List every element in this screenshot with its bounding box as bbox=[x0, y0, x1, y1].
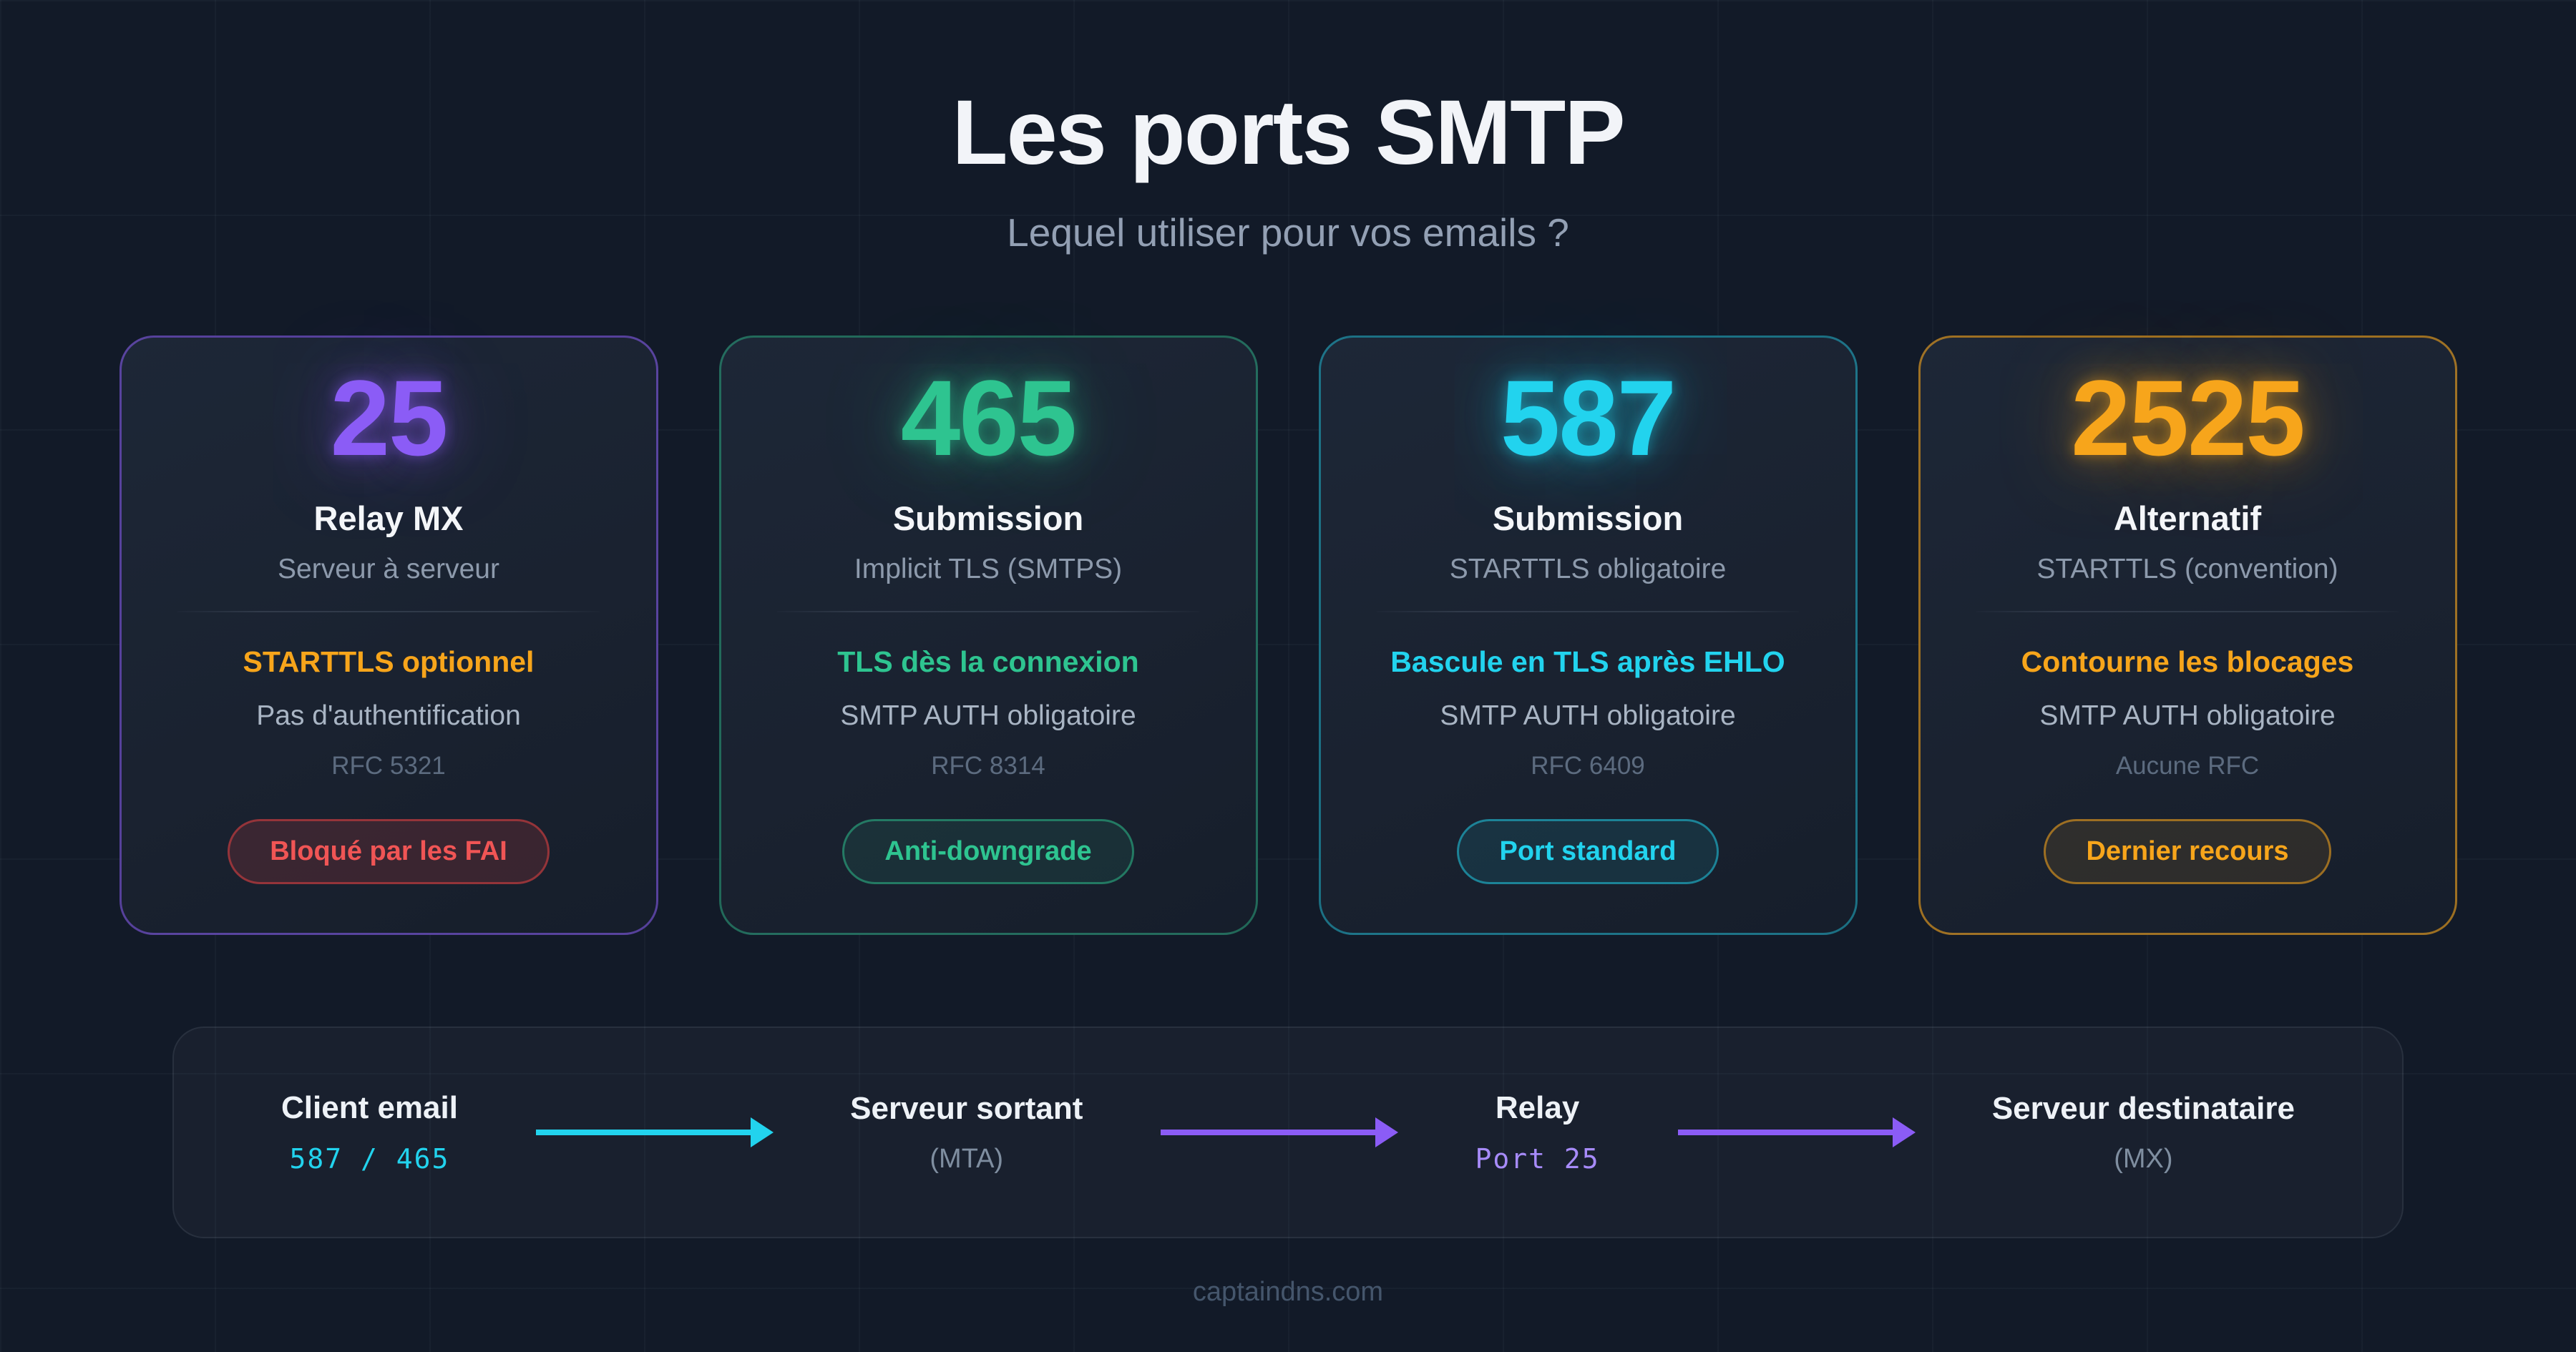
status-badge: Anti-downgrade bbox=[842, 818, 1134, 884]
card-divider bbox=[1377, 610, 1799, 612]
port-description: Serveur à serveur bbox=[278, 553, 499, 584]
feature-auth: SMTP AUTH obligatoire bbox=[2039, 700, 2336, 731]
feature-rfc: RFC 8314 bbox=[931, 751, 1045, 780]
flow-node-outgoing-server: Serveur sortant (MTA) bbox=[850, 1091, 1083, 1175]
port-cards-row: 25 Relay MX Serveur à serveur STARTTLS o… bbox=[0, 335, 2576, 936]
feature-auth: SMTP AUTH obligatoire bbox=[1440, 700, 1736, 731]
status-badge: Port standard bbox=[1457, 818, 1719, 884]
feature-rfc: RFC 6409 bbox=[1531, 751, 1645, 780]
flow-node-role: (MTA) bbox=[930, 1143, 1004, 1174]
port-card-465: 465 Submission Implicit TLS (SMTPS) TLS … bbox=[718, 335, 1258, 936]
flow-node-ports: Port 25 bbox=[1475, 1143, 1600, 1175]
port-name: Submission bbox=[1492, 499, 1684, 537]
port-card-2525: 2525 Alternatif STARTTLS (convention) Co… bbox=[1918, 335, 2457, 936]
footer-site-url: captaindns.com bbox=[1192, 1277, 1384, 1308]
port-name: Alternatif bbox=[2113, 499, 2262, 537]
arrow-right-icon bbox=[1161, 1130, 1376, 1136]
port-name: Submission bbox=[892, 499, 1084, 537]
port-description: STARTTLS (convention) bbox=[2036, 553, 2338, 584]
flow-node-relay: Relay Port 25 bbox=[1475, 1090, 1600, 1175]
mail-flow-strip: Client email 587 / 465 Serveur sortant (… bbox=[172, 1027, 2404, 1239]
flow-node-destination-server: Serveur destinataire (MX) bbox=[1992, 1091, 2295, 1175]
port-description: Implicit TLS (SMTPS) bbox=[854, 553, 1123, 584]
port-number: 2525 bbox=[2071, 358, 2306, 479]
flow-node-client: Client email 587 / 465 bbox=[281, 1090, 458, 1175]
flow-node-label: Relay bbox=[1495, 1090, 1580, 1126]
port-card-587: 587 Submission STARTTLS obligatoire Basc… bbox=[1318, 335, 1858, 936]
flow-node-role: (MX) bbox=[2114, 1143, 2173, 1174]
feature-rfc: Aucune RFC bbox=[2115, 751, 2260, 780]
page-subtitle: Lequel utiliser pour vos emails ? bbox=[1007, 210, 1569, 255]
card-divider bbox=[1976, 610, 2399, 612]
port-description: STARTTLS obligatoire bbox=[1449, 553, 1727, 584]
port-number: 587 bbox=[1500, 358, 1677, 479]
feature-rfc: RFC 5321 bbox=[331, 751, 446, 780]
flow-node-ports: 587 / 465 bbox=[289, 1143, 450, 1175]
card-divider bbox=[777, 610, 1199, 612]
arrow-right-icon bbox=[536, 1130, 751, 1136]
flow-node-label: Serveur destinataire bbox=[1991, 1090, 2295, 1126]
status-badge: Bloqué par les FAI bbox=[228, 818, 550, 884]
flow-node-label: Serveur sortant bbox=[850, 1090, 1083, 1126]
feature-highlight: STARTTLS optionnel bbox=[243, 645, 535, 678]
flow-node-label: Client email bbox=[281, 1090, 458, 1126]
card-divider bbox=[177, 610, 600, 612]
feature-auth: SMTP AUTH obligatoire bbox=[840, 700, 1136, 731]
page-title: Les ports SMTP bbox=[952, 82, 1625, 184]
header: Les ports SMTP Lequel utiliser pour vos … bbox=[0, 0, 2576, 255]
port-card-25: 25 Relay MX Serveur à serveur STARTTLS o… bbox=[119, 335, 658, 936]
feature-highlight: Bascule en TLS après EHLO bbox=[1390, 645, 1785, 678]
arrow-right-icon bbox=[1677, 1130, 1893, 1136]
port-number: 25 bbox=[330, 358, 449, 479]
feature-auth: Pas d'authentification bbox=[256, 700, 521, 731]
feature-highlight: Contourne les blocages bbox=[2021, 645, 2354, 678]
status-badge: Dernier recours bbox=[2044, 818, 2331, 884]
port-name: Relay MX bbox=[313, 499, 464, 537]
feature-highlight: TLS dès la connexion bbox=[837, 645, 1139, 678]
port-number: 465 bbox=[900, 358, 1077, 479]
